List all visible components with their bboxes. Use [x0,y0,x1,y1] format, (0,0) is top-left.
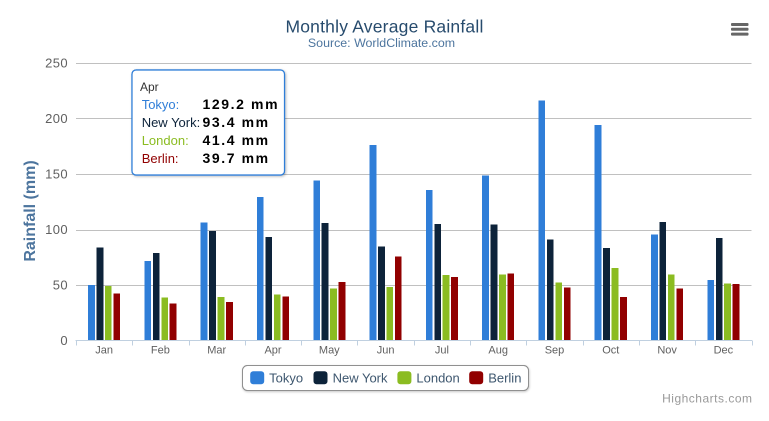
svg-text:200: 200 [45,111,68,126]
svg-text:Sep: Sep [545,345,565,357]
svg-text:39.7 mm: 39.7 mm [203,150,270,166]
svg-text:93.4 mm: 93.4 mm [203,114,270,130]
svg-text:New York: New York [333,370,388,385]
svg-text:Feb: Feb [151,345,170,357]
svg-text:Apr: Apr [264,345,281,357]
svg-text:129.2 mm: 129.2 mm [203,96,280,112]
svg-text:250: 250 [45,56,68,71]
svg-text:Oct: Oct [602,345,619,357]
svg-text:Jun: Jun [377,345,395,357]
svg-text:Nov: Nov [657,345,677,357]
svg-text:Dec: Dec [714,345,734,357]
svg-text:Mar: Mar [207,345,226,357]
svg-text:Jul: Jul [435,345,449,357]
svg-text:May: May [319,345,340,357]
svg-text:London: London [416,370,459,385]
svg-text:50: 50 [53,278,68,293]
svg-text:Berlin:: Berlin: [142,151,179,166]
svg-text:Highcharts.com: Highcharts.com [662,392,752,406]
svg-text:London:: London: [142,133,189,148]
svg-text:Tokyo: Tokyo [269,370,303,385]
svg-text:0: 0 [60,333,68,348]
svg-text:Apr: Apr [140,80,159,94]
svg-text:150: 150 [45,167,68,182]
svg-text:Aug: Aug [488,345,508,357]
svg-text:100: 100 [45,222,68,237]
svg-text:Jan: Jan [95,345,113,357]
svg-text:41.4 mm: 41.4 mm [203,132,270,148]
svg-text:Berlin: Berlin [488,370,521,385]
svg-text:Rainfall (mm): Rainfall (mm) [22,160,39,261]
svg-text:Monthly Average Rainfall: Monthly Average Rainfall [285,17,483,37]
svg-text:New York:: New York: [142,115,201,130]
svg-text:Tokyo:: Tokyo: [142,97,180,112]
svg-text:Source: WorldClimate.com: Source: WorldClimate.com [308,36,455,50]
